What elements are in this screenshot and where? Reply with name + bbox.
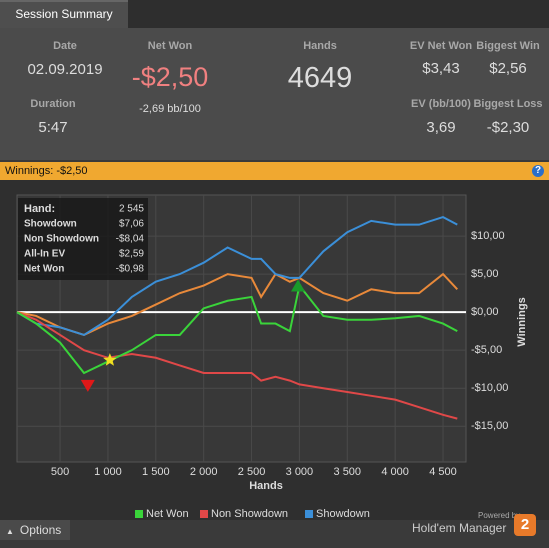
stat-label: Biggest Win: [476, 40, 540, 52]
series-line: [16, 215, 458, 337]
tooltip-value: $2,59: [119, 249, 144, 260]
series-line: [16, 272, 459, 337]
y-tick-label: $10,00: [471, 230, 505, 242]
stat-value: $2,56: [489, 60, 527, 77]
legend-swatch: [200, 510, 208, 518]
stat-value: 5:47: [38, 119, 68, 136]
stat-sub: -2,69 bb/100: [139, 103, 201, 115]
legend-swatch: [305, 510, 313, 518]
x-tick-label: 1 500: [142, 466, 170, 478]
help-icon[interactable]: ?: [532, 165, 544, 177]
stats-panel: [0, 28, 549, 160]
y-tick-label: -$15,00: [471, 420, 508, 432]
stat-label: Net Won: [147, 40, 193, 52]
y-tick-label: -$10,00: [471, 382, 508, 394]
stat-label: Biggest Loss: [473, 98, 543, 110]
tooltip-value: -$8,04: [116, 234, 145, 245]
stat-label: EV (bb/100): [411, 98, 471, 110]
legend-label: Non Showdown: [211, 508, 288, 520]
stat-value: 02.09.2019: [27, 61, 103, 78]
tooltip-label: Showdown: [24, 219, 77, 230]
options-label: Options: [19, 523, 62, 537]
marker: [103, 353, 117, 366]
stat-value: -$2,30: [486, 119, 530, 136]
x-tick-label: 2 000: [190, 466, 218, 478]
x-tick-label: 3 500: [334, 466, 362, 478]
tooltip-value: -$0,98: [116, 264, 145, 275]
stat-value: 4649: [287, 62, 353, 94]
brand: Hold'em Manager: [412, 521, 507, 535]
x-tick-label: 1 000: [94, 466, 122, 478]
x-tick-label: 500: [51, 466, 69, 478]
tooltip-label: Net Won: [24, 264, 64, 275]
series-line: [16, 311, 458, 420]
options-button[interactable]: ▲ Options: [0, 520, 70, 540]
tooltip-label: Non Showdown: [24, 234, 99, 245]
legend-swatch: [135, 510, 143, 518]
legend-label: Net Won: [146, 508, 189, 520]
marker: [290, 279, 305, 292]
brand-logo: 2: [514, 514, 536, 536]
y-axis-label: Winnings: [516, 297, 528, 346]
y-tick-label: $5,00: [471, 268, 499, 280]
tooltip-value: $7,06: [119, 219, 144, 230]
legend-label: Showdown: [316, 508, 370, 520]
x-tick-label: 2 500: [238, 466, 266, 478]
y-tick-label: -$5,00: [471, 344, 502, 356]
stat-label: Duration: [30, 98, 76, 110]
x-tick-label: 3 000: [286, 466, 314, 478]
x-tick-label: 4 500: [429, 466, 457, 478]
section-title: Winnings: -$2,50: [5, 165, 88, 177]
tab[interactable]: Session Summary: [0, 0, 128, 28]
chart: Hands Winnings 500 1 000 1 500 2 000 2 500 3 …: [0, 180, 549, 520]
x-axis-label: Hands: [249, 480, 283, 492]
stat-label: Hands: [303, 40, 337, 52]
stat-value: $3,43: [422, 60, 460, 77]
stat-value: -$2,50: [131, 62, 209, 92]
tooltip-label: All-In EV: [24, 249, 65, 260]
stat-label: Date: [53, 40, 77, 52]
x-tick-label: 4 000: [381, 466, 409, 478]
marker: [80, 379, 95, 392]
tooltip-value: 2 545: [119, 204, 144, 215]
powered-by: Powered by: [478, 511, 521, 520]
tooltip: [18, 198, 148, 280]
tooltip-label: Hand:: [24, 203, 55, 215]
stat-label: EV Net Won: [409, 40, 473, 52]
section-bar: [0, 162, 549, 180]
y-tick-label: $0,00: [471, 306, 499, 318]
stat-value: 3,69: [426, 119, 456, 136]
series-line: [16, 283, 458, 375]
